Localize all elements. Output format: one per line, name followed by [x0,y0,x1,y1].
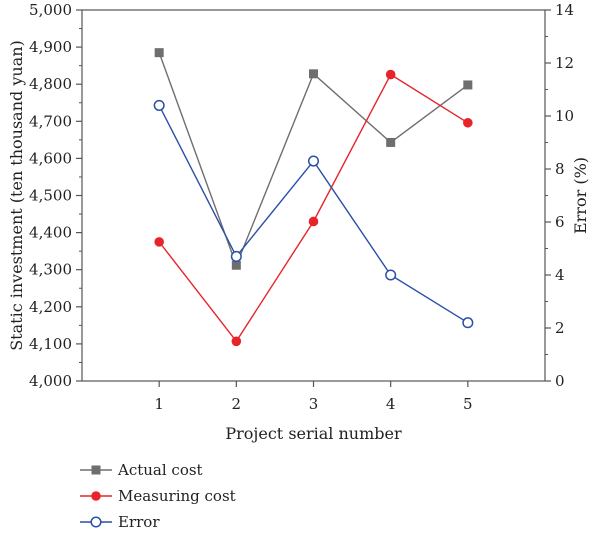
measuring-cost-point [385,69,396,80]
legend: Actual cost Measuring cost Error [80,461,236,531]
x-tick-label: 1 [154,395,164,413]
actual-cost-point [154,48,164,58]
series-error [153,99,474,329]
error-point [307,155,320,167]
series-actual-cost [154,48,473,270]
error-point [230,250,242,263]
x-axis-title: Project serial number [225,424,402,443]
measuring-cost-line [158,73,469,343]
actual-cost-point [309,69,318,79]
legend-marker [90,516,102,528]
error-line [158,105,469,324]
y-left-tick-label: 4,600 [29,149,72,167]
measuring-cost-point [308,216,319,227]
y-axis-left-title: Static investment (ten thousand yuan) [7,40,26,351]
y-axis-right-title: Error (%) [571,157,590,234]
axes: 4,000 4,100 4,200 4,300 4,400 4,500 4,600 4,700… [29,1,574,413]
actual-cost-point [463,80,473,90]
error-point [385,269,397,281]
y-right-tick-label: 10 [555,107,574,125]
y-left-tick-label: 4,100 [29,335,72,353]
series-measuring-cost [154,69,473,347]
actual-cost-point [386,137,396,147]
y-left-tick-label: 4,200 [29,298,72,316]
x-tick-label: 2 [232,395,242,413]
y-left-tick-label: 4,000 [29,372,72,390]
y-right-tick-label: 0 [555,372,565,390]
x-tick-label: 5 [463,395,473,413]
y-left-tick-label: 4,800 [29,75,72,93]
y-left-tick-label: 4,500 [29,187,72,205]
legend-item-measuring-cost: Measuring cost [80,487,236,505]
measuring-cost-point [463,117,473,128]
y-right-tick-label: 14 [555,1,574,19]
series-layer [153,48,474,347]
y-left-tick-label: 4,300 [29,261,72,279]
legend-item-actual-cost: Actual cost [80,461,203,479]
legend-label: Actual cost [117,461,203,479]
y-right-tick-label: 2 [555,319,565,337]
legend-label: Measuring cost [118,487,236,505]
error-point [153,99,165,111]
y-left-tick-label: 4,900 [29,38,72,56]
y-left-tick-label: 4,400 [29,224,72,242]
y-right-tick-label: 6 [555,213,565,231]
legend-label: Error [118,513,160,531]
x-tick-label: 3 [309,395,319,413]
actual-cost-point [231,260,241,270]
y-right-tick-label: 12 [555,54,574,72]
error-point [462,317,474,329]
legend-marker [91,465,101,475]
y-left-tick-label: 5,000 [29,1,72,19]
legend-item-error: Error [80,513,160,531]
y-right-tick-label: 4 [555,266,565,284]
measuring-cost-point [154,237,164,247]
y-right-tick-label: 8 [555,160,565,178]
legend-marker [91,491,101,501]
plot-frame [81,9,546,382]
x-tick-label: 4 [386,395,396,413]
measuring-cost-point [231,336,242,347]
y-left-tick-label: 4,700 [29,112,72,130]
